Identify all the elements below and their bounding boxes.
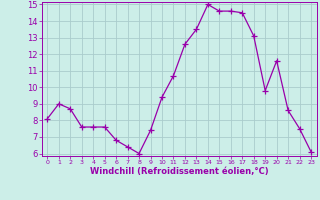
X-axis label: Windchill (Refroidissement éolien,°C): Windchill (Refroidissement éolien,°C) [90,167,268,176]
